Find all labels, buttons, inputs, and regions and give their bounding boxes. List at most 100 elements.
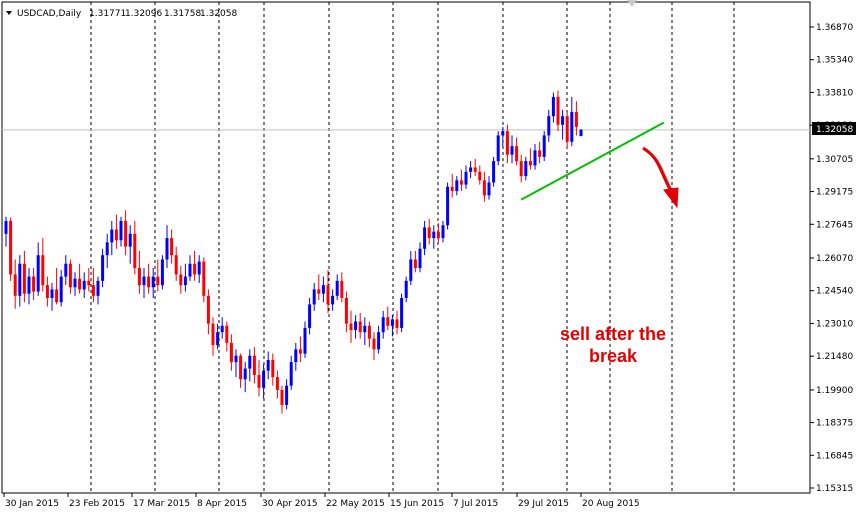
candle-body <box>515 146 519 162</box>
candle-body <box>372 338 376 350</box>
candle-body <box>87 280 91 286</box>
candle <box>501 126 505 147</box>
candle <box>436 223 440 243</box>
x-tick-label: 30 Jan 2015 <box>5 499 59 509</box>
support-trendline[interactable] <box>520 121 665 201</box>
candle-body <box>404 280 408 298</box>
candle <box>363 317 367 346</box>
candle-body <box>455 180 459 192</box>
candle-body <box>243 368 247 380</box>
ohlc-open: 1.31771 <box>89 9 126 19</box>
candle-body <box>367 325 371 339</box>
candle <box>519 154 523 183</box>
candle-body <box>18 263 22 296</box>
candle <box>487 176 491 200</box>
ohlc-high: 1.32096 <box>125 9 162 19</box>
candle-body <box>487 182 491 196</box>
candle-body <box>478 171 482 181</box>
candle-body <box>528 161 532 166</box>
ohlc-low: 1.31758 <box>164 9 201 19</box>
y-tick-label: 1.23010 <box>816 319 853 329</box>
x-tick-label: 22 May 2015 <box>326 499 385 509</box>
candle-body <box>206 295 210 324</box>
candle <box>294 342 298 371</box>
candle-body <box>128 233 132 247</box>
candle <box>179 265 183 294</box>
candle-body <box>565 116 569 142</box>
candle-body <box>395 319 399 328</box>
candle <box>455 176 459 196</box>
candle-body <box>252 355 256 375</box>
candle-body <box>225 325 229 343</box>
candle <box>4 216 8 247</box>
candle-body <box>551 96 555 117</box>
candle-body <box>510 146 514 155</box>
x-tick-label: 23 Feb 2015 <box>69 499 125 509</box>
candle-body <box>409 259 413 281</box>
y-tick-label: 1.24540 <box>816 287 853 297</box>
candle <box>377 325 381 354</box>
candle-body <box>386 317 390 326</box>
x-tick-label: 8 Apr 2015 <box>197 499 247 509</box>
candle <box>349 310 353 343</box>
candle <box>528 148 532 170</box>
candle <box>22 250 26 303</box>
candle-body <box>533 150 537 166</box>
candle-body <box>216 332 220 346</box>
candle <box>446 182 450 230</box>
candle-body <box>505 131 509 155</box>
candle <box>450 173 454 198</box>
candle <box>469 161 473 179</box>
candle <box>579 129 583 137</box>
candle-body <box>4 220 8 234</box>
candle <box>59 270 63 307</box>
triangle-down-icon[interactable] <box>6 11 12 15</box>
candle-body <box>170 238 174 256</box>
chart-shift-marker-icon[interactable] <box>627 0 637 7</box>
candle <box>73 272 77 296</box>
candle-body <box>165 238 169 260</box>
candle <box>335 274 339 301</box>
candle-body <box>45 285 49 298</box>
candle <box>105 233 109 269</box>
candle <box>68 259 72 294</box>
candle <box>542 131 546 162</box>
candle-body <box>82 280 86 290</box>
candle <box>386 306 390 331</box>
candle <box>257 359 261 397</box>
candle <box>252 347 256 384</box>
candle-body <box>377 332 381 350</box>
candles <box>4 90 583 414</box>
candle <box>459 169 463 192</box>
candle <box>183 263 187 292</box>
candle <box>133 220 137 275</box>
candle-body <box>266 359 270 371</box>
candle <box>229 334 233 371</box>
candle-body <box>257 374 261 388</box>
candle <box>331 289 335 311</box>
candle-body <box>340 280 344 298</box>
candle <box>492 156 496 187</box>
candle <box>418 242 422 273</box>
candle-body <box>133 233 137 269</box>
candle-body <box>303 327 307 354</box>
candle-body <box>91 285 95 296</box>
axes: 1.368701.353401.338101.322801.307051.291… <box>3 23 853 509</box>
candle-body <box>496 135 500 162</box>
candle <box>91 268 95 303</box>
candle-body <box>9 220 13 275</box>
candle-body <box>363 325 367 333</box>
candle <box>574 101 578 136</box>
candle <box>96 276 100 305</box>
candle <box>50 283 54 311</box>
candle <box>280 385 284 414</box>
candle-body <box>239 355 243 380</box>
candle <box>239 353 243 388</box>
y-tick-label: 1.18375 <box>816 419 853 429</box>
candle <box>220 317 224 339</box>
candle-body <box>32 276 36 292</box>
candle <box>372 332 376 360</box>
candle-body <box>151 276 155 288</box>
